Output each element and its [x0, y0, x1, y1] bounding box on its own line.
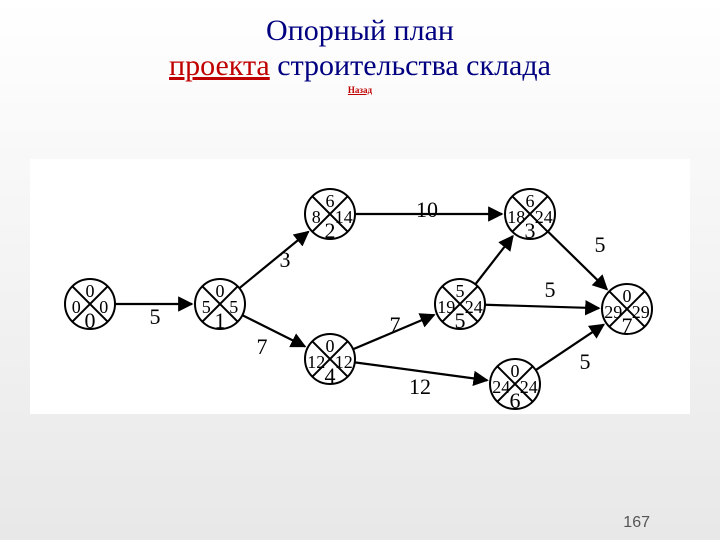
node-right: 5 [229, 297, 238, 317]
node-bottom: 3 [525, 218, 536, 243]
edge-label: 5 [595, 232, 606, 257]
node-bottom: 2 [325, 218, 336, 243]
node: 029 297 [602, 284, 652, 338]
node-left: 8 [312, 207, 321, 227]
node-right: 12 [335, 352, 353, 372]
title-line1: Опорный план [266, 14, 454, 47]
edge [485, 305, 599, 308]
node: 68 142 [305, 189, 355, 243]
node-top: 6 [326, 191, 335, 211]
edge-label: 12 [409, 374, 431, 399]
node-left: 12 [307, 352, 325, 372]
node-top: 0 [623, 286, 632, 306]
node: 519 245 [435, 279, 485, 333]
node-bottom: 5 [455, 308, 466, 333]
node-top: 0 [216, 281, 225, 301]
node-top: 0 [86, 281, 95, 301]
edge [242, 315, 305, 346]
node-top: 0 [326, 336, 335, 356]
edge [475, 236, 512, 284]
node: 0551 [195, 279, 245, 333]
node-bottom: 6 [510, 388, 521, 413]
node: 618 243 [505, 189, 555, 243]
edge [536, 325, 604, 371]
node-right: 24 [520, 377, 538, 397]
node-left: 18 [507, 207, 525, 227]
node-left: 19 [437, 297, 455, 317]
page-title: Опорный план проекта строительства склад… [0, 14, 720, 83]
title-rest: строительства склада [270, 49, 551, 82]
node: 012 124 [305, 334, 355, 388]
node-bottom: 7 [622, 313, 633, 338]
node-left: 29 [604, 302, 622, 322]
edge-label: 7 [390, 312, 401, 337]
node-left: 5 [202, 297, 211, 317]
edge-label: 5 [580, 349, 591, 374]
edge-label: 5 [150, 304, 161, 329]
edge [239, 232, 308, 288]
node-left: 24 [492, 377, 510, 397]
node-top: 5 [456, 281, 465, 301]
node: 0000 [65, 279, 115, 333]
node-right: 24 [465, 297, 483, 317]
node-bottom: 4 [325, 363, 336, 388]
node-top: 6 [526, 191, 535, 211]
page-number: 167 [623, 514, 650, 532]
edge-label: 7 [257, 334, 268, 359]
back-link[interactable]: Назад [0, 85, 720, 95]
node-right: 24 [535, 207, 553, 227]
node-right: 29 [632, 302, 650, 322]
edge-label: 3 [280, 247, 291, 272]
edge-label: 10 [416, 197, 438, 222]
node: 024 246 [490, 359, 540, 413]
title-linkword[interactable]: проекта [169, 49, 270, 82]
network-diagram: 5310771255500000551681420121245192456182… [30, 159, 690, 414]
node-top: 0 [511, 361, 520, 381]
node-left: 0 [72, 297, 81, 317]
node-bottom: 0 [85, 308, 96, 333]
edge-label: 5 [545, 277, 556, 302]
node-right: 14 [335, 207, 353, 227]
node-bottom: 1 [215, 308, 226, 333]
node-right: 0 [99, 297, 108, 317]
